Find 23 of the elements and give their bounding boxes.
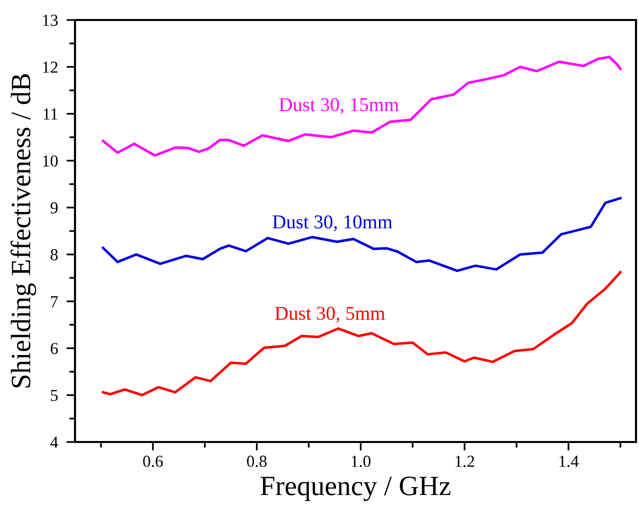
x-tick-label: 1.2 bbox=[456, 456, 474, 467]
series-label: Dust 30, 10mm bbox=[272, 215, 392, 232]
y-axis-title: Shielding Effectiveness / dB bbox=[10, 74, 36, 388]
line-series bbox=[102, 196, 622, 272]
x-axis-title: Frequency / GHz bbox=[260, 476, 450, 502]
y-tick-label: 10 bbox=[43, 155, 58, 167]
y-tick-label: 13 bbox=[43, 14, 58, 26]
series-label: Dust 30, 5mm bbox=[275, 306, 385, 323]
x-tick-label: 0.6 bbox=[143, 456, 163, 467]
line-series bbox=[102, 271, 622, 396]
series-label: Dust 30, 15mm bbox=[279, 98, 399, 114]
y-tick-label: 11 bbox=[44, 108, 58, 120]
x-tick-label: 1.0 bbox=[352, 456, 370, 467]
y-tick-label: 12 bbox=[43, 62, 58, 73]
y-tick-label: 8 bbox=[50, 249, 58, 260]
y-tick-label: 5 bbox=[50, 390, 58, 402]
x-tick-label: 1.4 bbox=[560, 456, 579, 467]
line-series bbox=[102, 56, 622, 157]
y-tick-label: 7 bbox=[51, 296, 58, 308]
x-tick-label: 0.8 bbox=[247, 456, 267, 467]
y-tick-label: 9 bbox=[50, 202, 58, 214]
y-tick-label: 4 bbox=[50, 436, 58, 448]
y-tick-label: 6 bbox=[50, 342, 58, 354]
